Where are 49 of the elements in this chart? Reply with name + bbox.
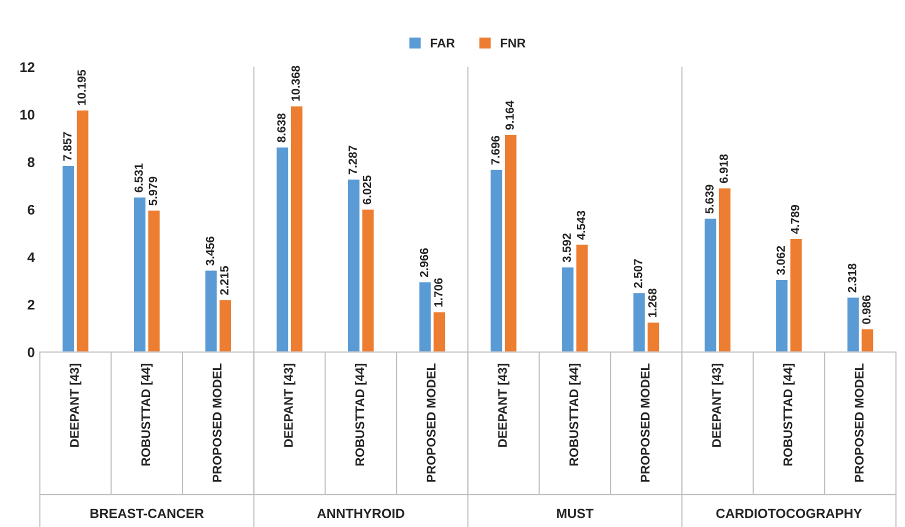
legend-label: FAR [430, 38, 455, 48]
data-label: 6.531 [134, 163, 143, 192]
data-label: 0.986 [862, 295, 871, 324]
data-label: 7.857 [63, 132, 72, 161]
x-tick-label: ROBUSTTAD [44] [783, 364, 795, 466]
data-label: 5.639 [705, 184, 714, 214]
data-label: 4.543 [576, 210, 586, 240]
y-tick-label: 10 [20, 110, 34, 120]
data-label: 2.318 [848, 264, 856, 292]
data-label: 3.062 [776, 246, 785, 275]
x-tick-label: DEEPANT [43] [712, 364, 724, 447]
x-tick-label: PROPOSED MODEL [426, 364, 436, 482]
text: ANNTHYROID [317, 508, 404, 518]
data-label: 8.638 [277, 113, 286, 142]
data-label: 6.025 [362, 176, 372, 204]
data-label: 3.592 [562, 233, 571, 262]
data-label: 2.215 [220, 266, 228, 295]
x-tick-label: ROBUSTTAD [44] [569, 364, 581, 466]
x-tick-label: PROPOSED MODEL [212, 364, 222, 482]
data-label: 7.287 [348, 146, 357, 174]
y-tick-label: 6 [28, 204, 34, 215]
x-tick-label: PROPOSED MODEL [854, 364, 864, 482]
y-tick-label: 12 [20, 62, 34, 72]
data-label: 5.979 [148, 176, 158, 206]
x-tick-label: DEEPANT [43] [70, 364, 82, 447]
legend-label: FNR [500, 38, 526, 48]
data-label: 10.368 [291, 66, 300, 101]
data-label: 3.456 [206, 236, 214, 266]
data-label: 7.696 [491, 136, 500, 165]
x-tick-label: ROBUSTTAD [44] [141, 364, 153, 466]
text: MUST [557, 508, 594, 518]
y-tick-label: 0 [28, 347, 34, 358]
x-tick-label: DEEPANT [43] [498, 364, 510, 447]
data-label: 2.966 [420, 248, 428, 277]
data-label: 1.268 [648, 288, 657, 317]
text: CARDIOTOCOGRAPHY [716, 508, 862, 518]
data-label: 4.789 [790, 204, 800, 234]
data-label: 6.918 [720, 154, 728, 184]
text: BREAST-CANCER [90, 508, 204, 518]
data-label: 1.706 [434, 278, 443, 307]
data-label: 10.195 [77, 70, 86, 105]
x-tick-label: PROPOSED MODEL [640, 364, 650, 482]
data-label: 2.507 [634, 259, 642, 288]
y-tick-label: 4 [27, 252, 35, 262]
y-tick-label: 2 [28, 300, 34, 310]
data-label: 9.164 [506, 100, 514, 130]
x-tick-label: DEEPANT [43] [284, 364, 296, 447]
x-tick-label: ROBUSTTAD [44] [355, 364, 367, 466]
y-tick-label: 8 [28, 157, 35, 168]
